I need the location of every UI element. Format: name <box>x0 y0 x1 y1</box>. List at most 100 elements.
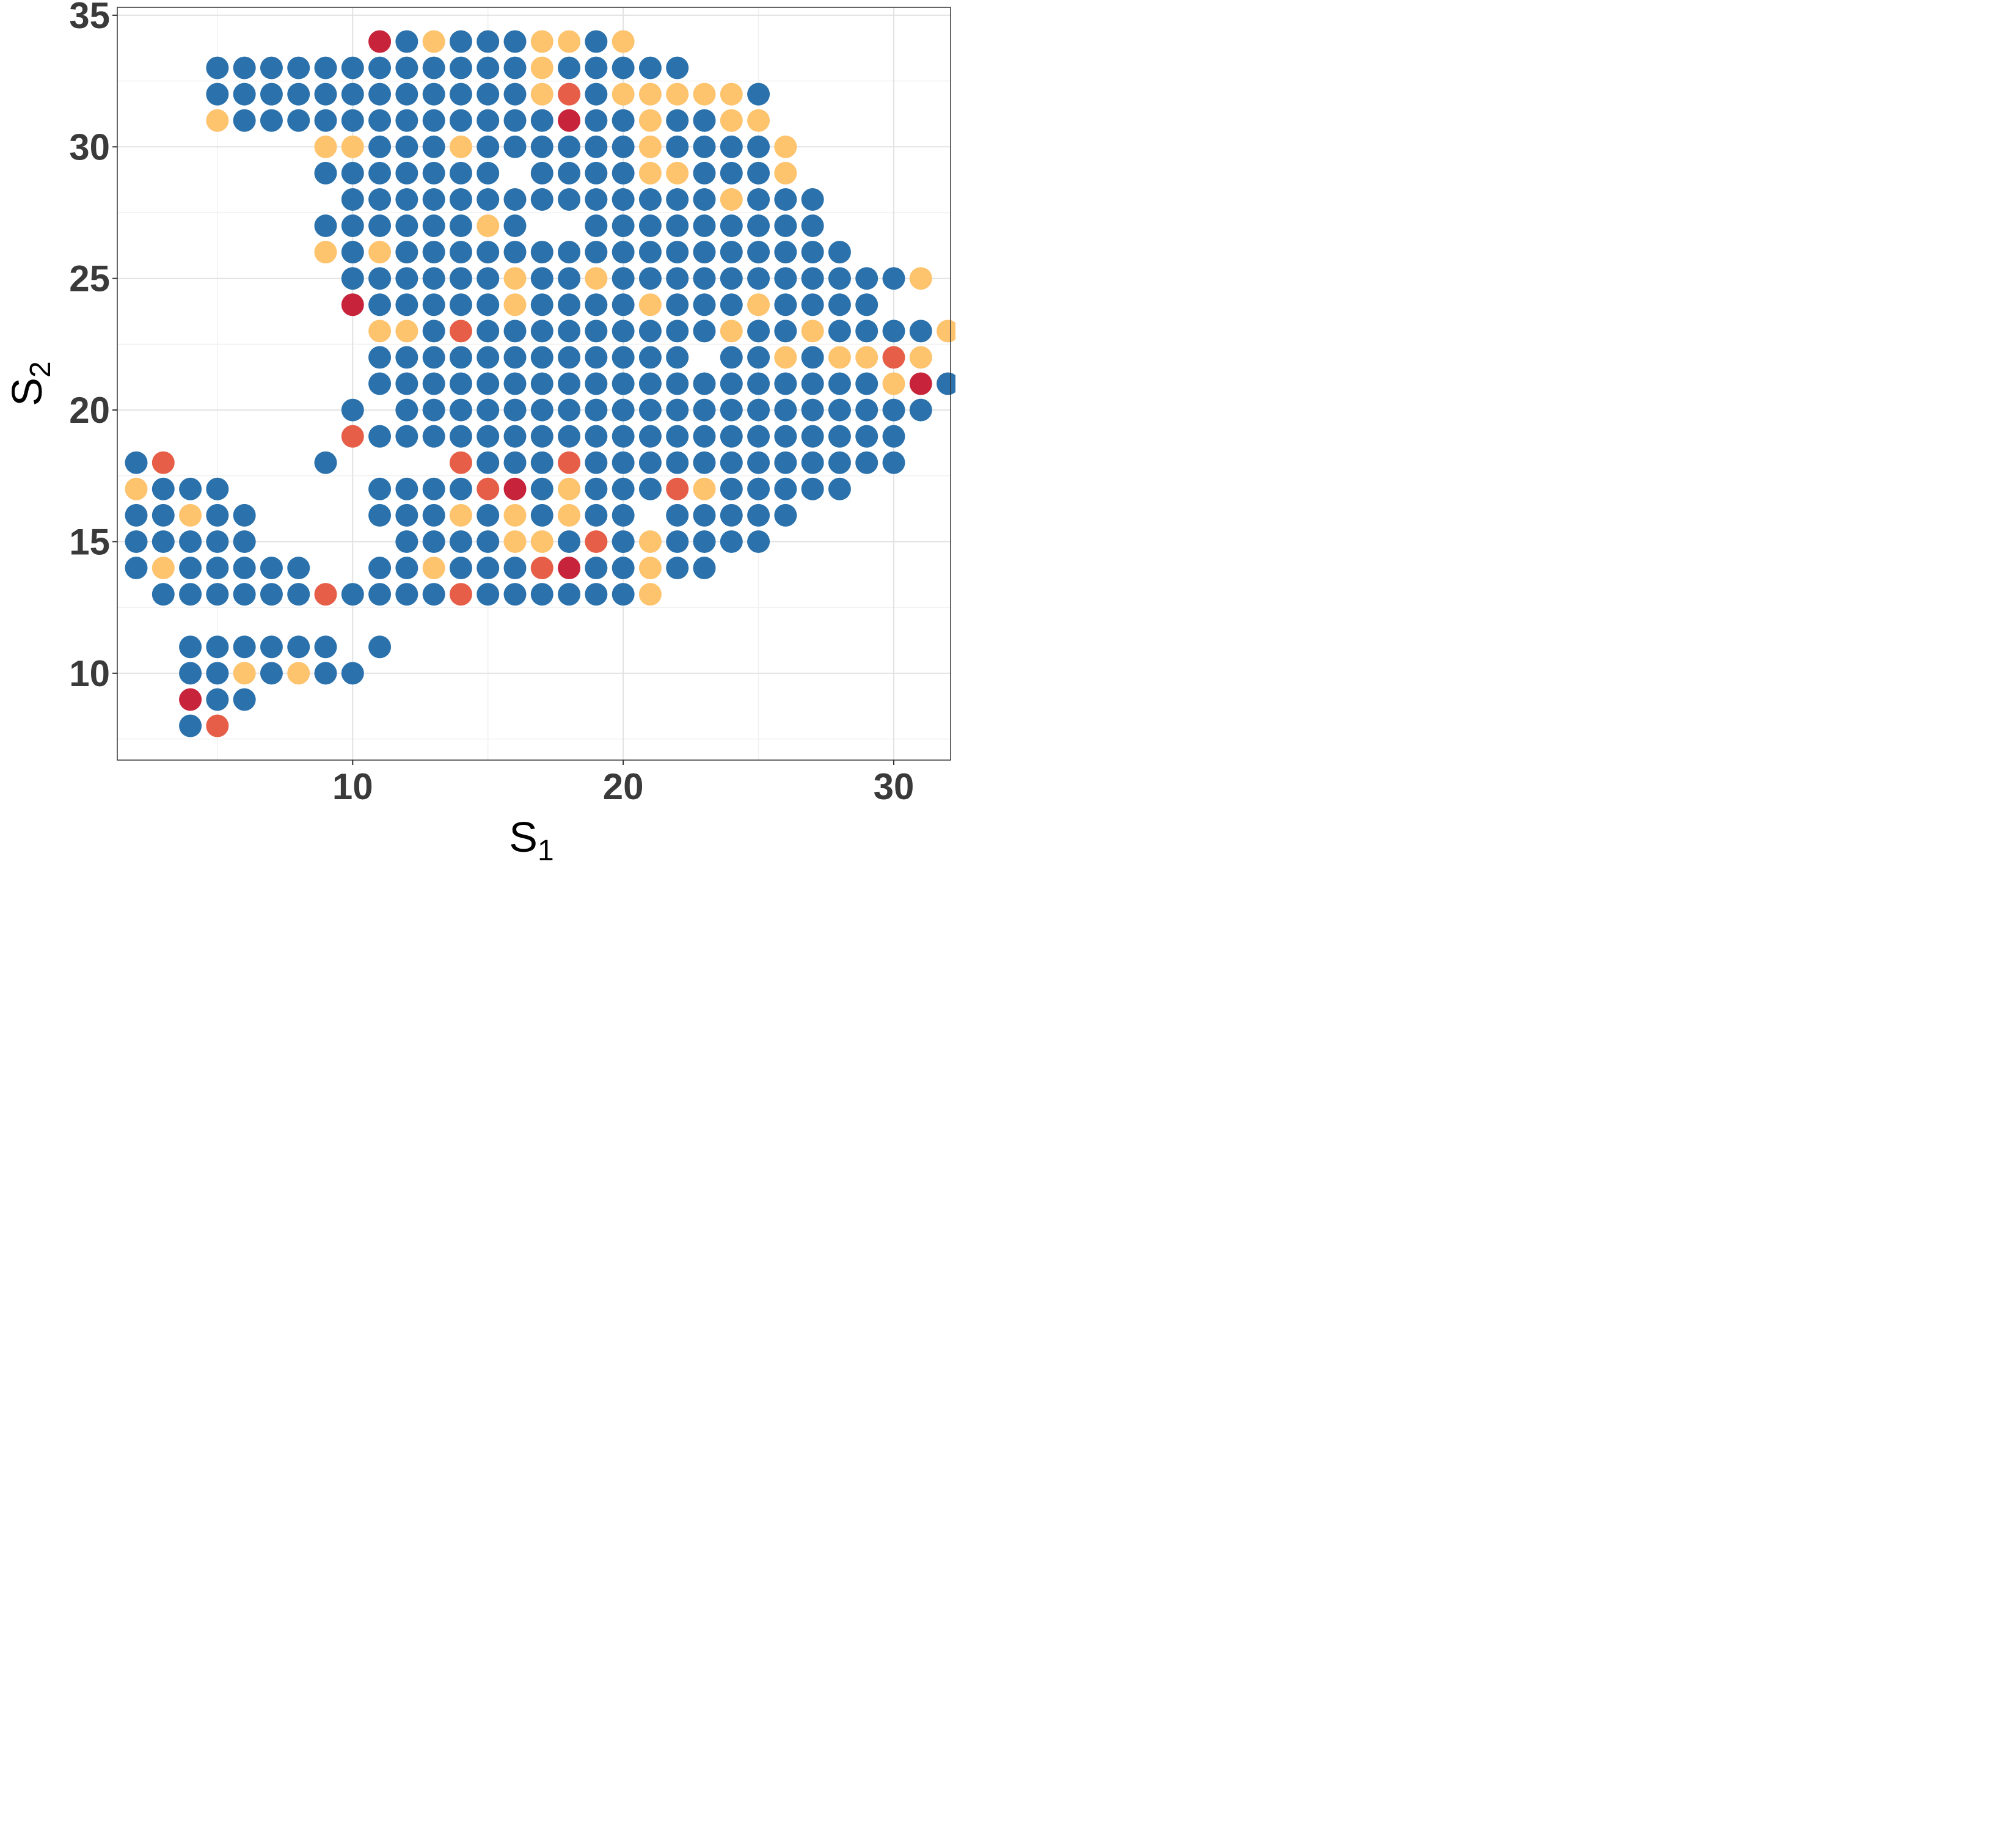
data-point <box>341 188 364 211</box>
data-point <box>612 82 635 106</box>
data-point <box>612 557 635 580</box>
data-point <box>368 161 392 185</box>
data-point <box>585 398 608 422</box>
data-point <box>693 425 716 448</box>
data-point <box>828 398 851 422</box>
data-point <box>152 451 175 474</box>
data-point <box>260 557 283 580</box>
data-point <box>774 425 797 448</box>
data-point <box>638 82 662 106</box>
data-point <box>558 583 581 606</box>
data-point <box>612 425 635 448</box>
data-point <box>530 109 553 132</box>
data-point <box>233 56 256 79</box>
data-point <box>368 56 392 79</box>
data-point <box>503 372 527 395</box>
data-point <box>855 425 878 448</box>
data-point <box>449 583 472 606</box>
data-point <box>368 188 392 211</box>
data-point <box>638 214 662 238</box>
data-point <box>585 56 608 79</box>
data-point <box>449 214 472 238</box>
data-point <box>368 320 392 343</box>
data-point <box>477 214 500 238</box>
data-point <box>747 503 770 527</box>
data-point <box>260 635 283 659</box>
data-point <box>477 241 500 264</box>
data-point <box>530 161 553 185</box>
data-point <box>530 188 553 211</box>
data-point <box>747 372 770 395</box>
y-tick-label: 10 <box>69 653 110 694</box>
data-point <box>585 372 608 395</box>
data-point <box>530 346 553 369</box>
data-point <box>449 188 472 211</box>
data-point <box>477 293 500 316</box>
data-point <box>152 477 175 500</box>
data-point <box>422 109 445 132</box>
data-point <box>530 241 553 264</box>
y-tick-label: 25 <box>69 258 110 299</box>
data-point <box>612 398 635 422</box>
data-point <box>585 320 608 343</box>
data-point <box>260 662 283 685</box>
data-point <box>395 82 418 106</box>
data-point <box>774 267 797 290</box>
data-point <box>585 557 608 580</box>
data-point <box>477 188 500 211</box>
data-point <box>341 662 364 685</box>
data-point <box>503 30 527 53</box>
data-point <box>503 241 527 264</box>
data-point <box>801 451 824 474</box>
data-point <box>287 557 310 580</box>
data-point <box>855 293 878 316</box>
data-point <box>530 56 553 79</box>
y-tick-label: 30 <box>69 126 110 167</box>
data-point <box>720 161 743 185</box>
data-point <box>882 425 905 448</box>
data-point <box>585 82 608 106</box>
data-point <box>828 477 851 500</box>
data-point <box>368 241 392 264</box>
data-point <box>449 557 472 580</box>
data-point <box>666 82 689 106</box>
data-point <box>503 503 527 527</box>
data-point <box>287 82 310 106</box>
data-point <box>720 188 743 211</box>
data-point <box>747 320 770 343</box>
data-point <box>206 714 229 737</box>
data-point <box>395 425 418 448</box>
data-point <box>179 635 202 659</box>
data-point <box>882 398 905 422</box>
data-point <box>558 557 581 580</box>
data-point <box>260 583 283 606</box>
data-point <box>368 557 392 580</box>
data-point <box>638 135 662 158</box>
data-point <box>503 293 527 316</box>
data-point <box>774 135 797 158</box>
data-point <box>503 425 527 448</box>
data-point <box>612 346 635 369</box>
data-point <box>395 267 418 290</box>
data-point <box>638 346 662 369</box>
data-point <box>287 662 310 685</box>
data-point <box>638 372 662 395</box>
data-point <box>774 398 797 422</box>
data-point <box>422 477 445 500</box>
data-point <box>855 346 878 369</box>
data-point <box>503 583 527 606</box>
data-point <box>503 346 527 369</box>
data-point <box>828 320 851 343</box>
data-point <box>503 320 527 343</box>
data-point <box>395 56 418 79</box>
data-point <box>909 398 932 422</box>
data-point <box>395 241 418 264</box>
data-point <box>638 557 662 580</box>
data-point <box>638 320 662 343</box>
data-point <box>477 30 500 53</box>
data-point <box>585 267 608 290</box>
data-point <box>449 346 472 369</box>
data-point <box>774 293 797 316</box>
data-point <box>368 214 392 238</box>
data-point <box>530 82 553 106</box>
